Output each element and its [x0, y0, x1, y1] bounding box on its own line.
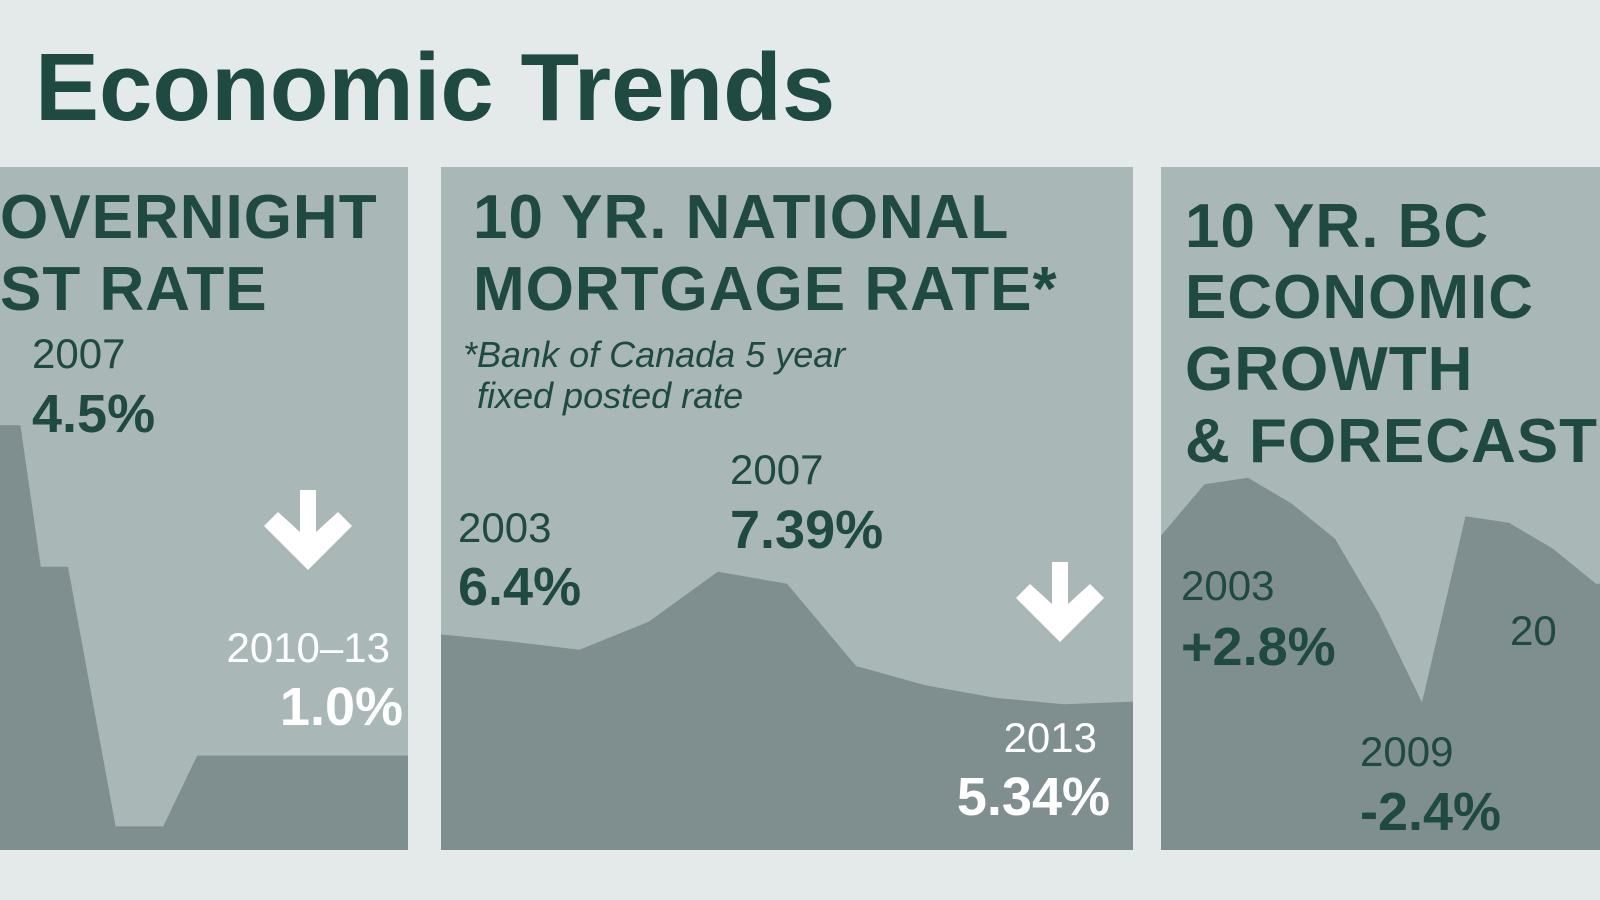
- panel-title: ECONOMIC: [1185, 263, 1534, 332]
- area: [441, 571, 1133, 850]
- annotation-year: 2009: [1360, 728, 1453, 775]
- annotation-value: 4.5%: [32, 384, 155, 444]
- annotation-year: 2003: [458, 504, 551, 551]
- panel-subtitle: *Bank of Canada 5 year: [463, 334, 847, 375]
- down-arrow: [264, 490, 352, 570]
- annotation-value: 1.0%: [280, 677, 403, 737]
- area: [1161, 477, 1600, 850]
- annotation-value: -2.4%: [1360, 782, 1501, 842]
- panel-title: 10 YR. BC: [1185, 192, 1489, 261]
- annotation-value: 6.4%: [458, 557, 581, 617]
- panel-title: 10 YR. NATIONAL: [473, 183, 1009, 252]
- annotation-year: 2003: [1181, 562, 1274, 609]
- annotation-year: 2007: [730, 446, 823, 493]
- panel-title: MORTGAGE RATE*: [473, 255, 1058, 324]
- annotation-year: 20: [1510, 607, 1557, 654]
- panel-title: & FORECAST: [1185, 407, 1598, 476]
- annotation-year: 2007: [32, 330, 125, 377]
- down-arrow: [1016, 562, 1104, 642]
- panel-title: OVERNIGHT: [0, 183, 378, 252]
- annotation-year: 2010–13: [226, 624, 390, 671]
- annotation-value: +2.8%: [1181, 617, 1336, 677]
- page-title: Economic Trends: [35, 34, 835, 141]
- panel-title: ST RATE: [0, 255, 268, 324]
- panel-subtitle: fixed posted rate: [477, 375, 743, 416]
- annotation-value: 7.39%: [730, 500, 883, 560]
- panel-title: GROWTH: [1185, 335, 1473, 404]
- annotation-value: 5.34%: [957, 767, 1110, 827]
- annotation-year: 2013: [1004, 714, 1097, 761]
- area: [0, 425, 408, 850]
